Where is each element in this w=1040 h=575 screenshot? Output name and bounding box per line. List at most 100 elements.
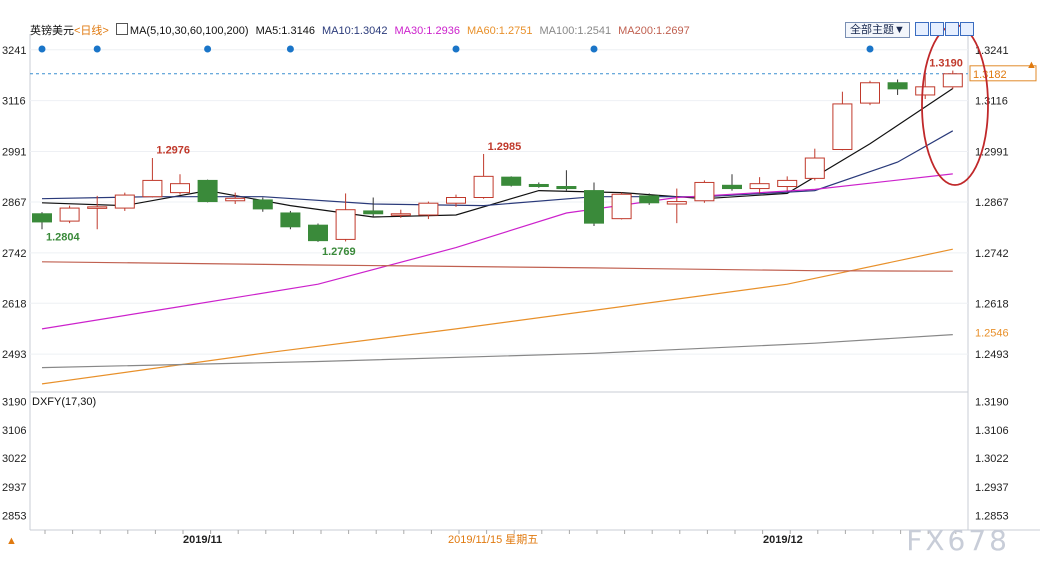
candle xyxy=(915,70,936,100)
candle xyxy=(528,182,549,188)
candle xyxy=(942,70,963,89)
price-annotation: 1.2804 xyxy=(46,232,81,244)
sub-left-tick-label: 2853 xyxy=(2,510,26,522)
ma200-line xyxy=(41,261,953,272)
sub-right-tick-label: 1.2853 xyxy=(975,510,1009,522)
candle-body xyxy=(556,186,577,190)
event-dot xyxy=(286,45,294,53)
candle-body xyxy=(832,103,853,150)
candle xyxy=(804,148,825,181)
candle xyxy=(142,158,163,198)
candle xyxy=(418,201,439,220)
symbol-label: 英镑美元 xyxy=(30,25,74,37)
sub-left-tick-label: 3190 xyxy=(2,396,26,408)
right-tick-label: 1.2867 xyxy=(975,197,1009,209)
event-dot xyxy=(38,45,46,53)
candle-body xyxy=(87,206,108,209)
candle-body xyxy=(666,201,687,205)
candle xyxy=(59,205,80,224)
left-tick-label: 2991 xyxy=(2,147,26,159)
candle xyxy=(170,174,190,195)
layout-3-icon[interactable] xyxy=(945,22,959,36)
chart-header: 英镑美元<日线> MA(5,10,30,60,100,200) MA5:1.31… xyxy=(30,22,694,38)
theme-select-button[interactable]: 全部主题▼ xyxy=(845,22,910,38)
candle-body xyxy=(114,194,135,209)
ma200-value: MA200:1.2697 xyxy=(618,25,690,37)
candle-body xyxy=(887,82,908,90)
candle-body xyxy=(473,175,494,199)
period-label[interactable]: <日线> xyxy=(74,25,109,37)
candle xyxy=(32,212,52,230)
candle-body xyxy=(197,179,218,203)
candle-body xyxy=(225,197,246,202)
price-annotations: 1.2804 1.2976 1.2769 1.2985 1.3190 xyxy=(46,58,963,258)
candle xyxy=(832,91,853,151)
candle-body xyxy=(528,183,549,188)
ma5-value: MA5:1.3146 xyxy=(255,25,315,37)
candle xyxy=(749,177,770,194)
ma-params: MA(5,10,30,60,100,200) xyxy=(129,25,249,37)
candle xyxy=(694,180,715,203)
sub-right-tick-label: 1.2937 xyxy=(975,482,1009,494)
dxfy-subpanel: DXFY(17,30) 3190 1.3190 3106 1.3106 3022 1.302… xyxy=(2,396,1009,522)
candle xyxy=(363,197,384,218)
event-dot xyxy=(866,45,874,53)
candle xyxy=(722,174,742,191)
chart-frame xyxy=(29,34,1040,531)
candle xyxy=(860,80,880,106)
candle-body xyxy=(363,210,384,215)
candle xyxy=(87,195,108,230)
left-tick-label: 3116 xyxy=(2,96,26,108)
candle-body xyxy=(446,197,466,204)
layout-4-icon[interactable] xyxy=(960,22,974,36)
candlesticks[interactable] xyxy=(32,70,963,242)
right-tick-label: 1.3241 xyxy=(975,45,1009,57)
right-tick-label: 1.2493 xyxy=(975,349,1009,361)
price-gridlines xyxy=(30,49,968,355)
candle-body xyxy=(59,207,80,222)
event-dot xyxy=(204,45,212,53)
candle xyxy=(666,188,687,224)
event-dot xyxy=(590,45,598,53)
candle xyxy=(252,197,273,212)
layout-2-icon[interactable] xyxy=(930,22,944,36)
event-dot xyxy=(93,45,101,53)
left-tick-label: 2742 xyxy=(2,248,26,260)
ma100-right-tag: 1.2546 xyxy=(975,328,1009,340)
candle-body xyxy=(252,199,273,210)
candle-body xyxy=(749,183,770,190)
left-tick-label: 2493 xyxy=(2,349,26,361)
candle xyxy=(611,192,632,220)
right-tick-label: 1.2742 xyxy=(975,248,1009,260)
candle xyxy=(777,176,798,191)
subpanel-title: DXFY(17,30) xyxy=(32,396,96,408)
left-axis-ticks: 3241 3116 2991 2867 2742 2618 2493 xyxy=(2,45,26,361)
candle-body xyxy=(280,212,301,228)
x-label-nov: 2019/11 xyxy=(183,534,222,546)
candle xyxy=(114,192,135,211)
ma-settings-icon[interactable] xyxy=(115,23,128,35)
candle-body xyxy=(915,86,936,96)
layout-1-icon[interactable] xyxy=(915,22,929,36)
ma30-line xyxy=(41,173,953,330)
ma5-line xyxy=(41,88,954,218)
candle-body xyxy=(170,183,190,194)
candle xyxy=(639,193,660,205)
candle-body xyxy=(639,195,660,204)
price-annotation: 1.2976 xyxy=(156,145,190,157)
sub-right-tick-label: 1.3190 xyxy=(975,396,1009,408)
sub-left-tick-label: 3106 xyxy=(2,425,26,437)
candle-body xyxy=(722,184,742,190)
right-tick-label: 1.3116 xyxy=(975,96,1008,108)
left-marker: ▲ xyxy=(6,535,17,547)
ma10-value: MA10:1.3042 xyxy=(322,25,388,37)
event-markers[interactable] xyxy=(38,45,874,53)
candle xyxy=(446,194,466,207)
candle-body xyxy=(501,176,522,186)
moving-average-lines xyxy=(41,88,954,385)
candle xyxy=(335,193,356,242)
sub-left-tick-label: 2937 xyxy=(2,482,26,494)
current-price-arrow: ▲ xyxy=(1026,59,1037,71)
candle-body xyxy=(777,179,798,188)
